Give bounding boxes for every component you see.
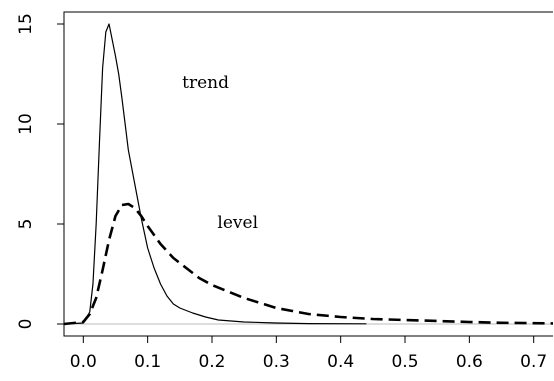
x-tick-label-0: 0.0 [70,352,97,372]
level-annotation: level [217,213,258,233]
x-tick-label-7: 0.7 [520,352,547,372]
x-tick-label-2: 0.2 [198,352,225,372]
x-tick-label-3: 0.3 [263,352,290,372]
x-tick-label-1: 0.1 [134,352,161,372]
plot-area [63,23,554,326]
x-tick-label-5: 0.5 [391,352,418,372]
y-tick-label-1: 5 [16,219,36,230]
y-tick-label-3: 15 [16,13,36,35]
trend-annotation: trend [182,73,229,93]
y-tick-label-0: 0 [16,319,36,330]
annotations: trend level [182,73,258,233]
x-tick-label-6: 0.6 [456,352,483,372]
axes: 0.0 0.1 0.2 0.3 0.4 0.5 0.6 0.7 0 5 10 15 [16,11,553,372]
plot-frame [63,11,553,337]
series-line-0 [63,23,367,325]
x-tick-label-4: 0.4 [327,352,354,372]
y-tick-label-2: 10 [16,113,36,135]
series-line-1 [63,202,554,326]
